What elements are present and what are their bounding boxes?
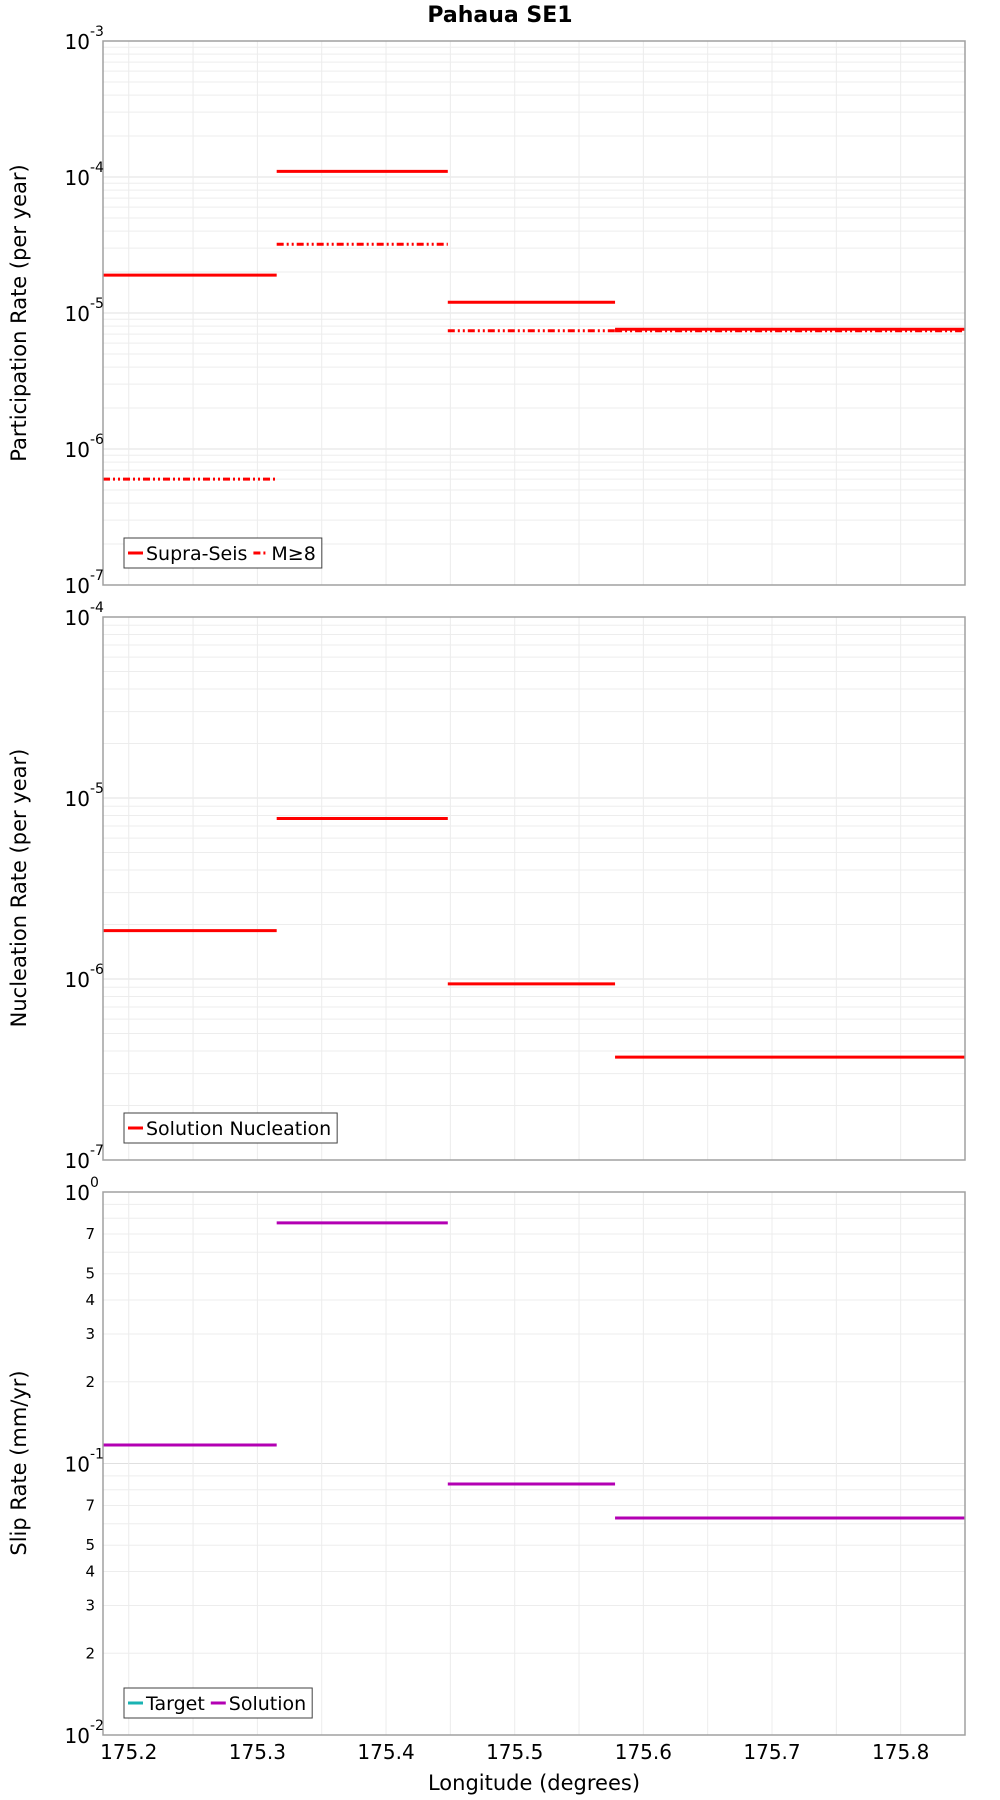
x-tick-label: 175.4 [357,1740,414,1764]
y-tick-exponent: -4 [90,160,104,176]
y-tick-label: 10 [65,30,90,54]
y-minor-tick-label: 3 [85,1596,95,1614]
y-axis-label: Participation Rate (per year) [7,164,31,461]
plot-frame [102,40,966,586]
data-series [103,817,965,1059]
legend: Solution Nucleation [123,1112,338,1144]
y-minor-tick-label: 4 [85,1291,95,1309]
x-axis-label: Longitude (degrees) [428,1771,640,1795]
x-tick-label: 175.2 [100,1740,157,1764]
x-tick-label: 175.7 [743,1740,800,1764]
y-tick-exponent: -7 [90,1143,104,1159]
x-axis-ticks: 175.2 175.3 175.4 175.5 175.6 175.7 175.8 [100,1740,929,1764]
y-minor-tick-label: 4 [85,1563,95,1581]
y-tick-label: 10 [65,1453,90,1477]
legend-box [123,1112,338,1144]
x-tick-label: 175.3 [229,1740,286,1764]
y-tick-exponent: -6 [90,432,104,448]
legend-entry-label: M≥8 [271,543,315,565]
y-tick-exponent: -6 [90,962,104,978]
plot-frame [102,616,966,1161]
y-tick-label: 10 [65,574,90,598]
y-tick-exponent: 0 [90,1175,99,1191]
y-tick-exponent: -4 [90,600,104,616]
nucleation-rate-panel: 10-710-610-510-4 Nucleation Rate (per ye… [7,600,966,1173]
grid-lines [103,617,966,1161]
legend: Supra-Seis M≥8 [123,537,323,569]
legend: Target Solution [123,1687,313,1719]
y-minor-tick-label: 3 [85,1325,95,1343]
x-tick-label: 175.8 [872,1740,929,1764]
chart-title: Pahaua SE1 [427,3,572,28]
y-tick-label: 10 [65,438,90,462]
data-series [103,169,965,481]
y-tick-exponent: -5 [90,296,104,312]
y-tick-exponent: -2 [90,1718,104,1734]
y-tick-label: 10 [65,606,90,630]
plot-frame [102,1191,966,1736]
legend-entry-label: Supra-Seis [146,543,247,565]
y-tick-label: 10 [65,166,90,190]
y-tick-label: 10 [65,787,90,811]
x-tick-label: 175.6 [615,1740,672,1764]
data-series [103,1221,965,1520]
plot-area [103,617,965,1160]
y-axis-label: Slip Rate (mm/yr) [7,1370,31,1555]
y-minor-tick-label: 7 [85,1497,95,1515]
y-tick-label: 10 [65,1724,90,1748]
x-tick-label: 175.5 [486,1740,543,1764]
participation-rate-panel: 10-710-610-510-410-3 Participation Rate … [7,24,966,598]
y-minor-tick-label: 2 [85,1373,95,1391]
legend-box [123,537,323,569]
y-axis-ticks: 10-710-610-510-4 [65,600,105,1173]
y-tick-label: 10 [65,1181,90,1205]
y-tick-exponent: -5 [90,781,104,797]
y-tick-exponent: -1 [90,1447,104,1463]
y-minor-tick-label: 7 [85,1225,95,1243]
legend-entry-label: Solution [229,1693,306,1715]
y-tick-exponent: -7 [90,568,104,584]
y-tick-label: 10 [65,1149,90,1173]
grid-lines [103,1192,966,1736]
y-minor-tick-label: 2 [85,1644,95,1662]
y-tick-label: 10 [65,968,90,992]
y-tick-label: 10 [65,302,90,326]
y-minor-tick-label: 5 [85,1265,95,1283]
legend-entry-label: Target [145,1693,205,1715]
y-axis-ticks: 10-710-610-510-410-3 [65,24,105,598]
legend-entry-label: Solution Nucleation [146,1118,331,1140]
y-axis-label: Nucleation Rate (per year) [7,749,31,1028]
grid-lines [103,41,966,586]
y-minor-tick-label: 5 [85,1536,95,1554]
y-tick-exponent: -3 [90,24,104,40]
